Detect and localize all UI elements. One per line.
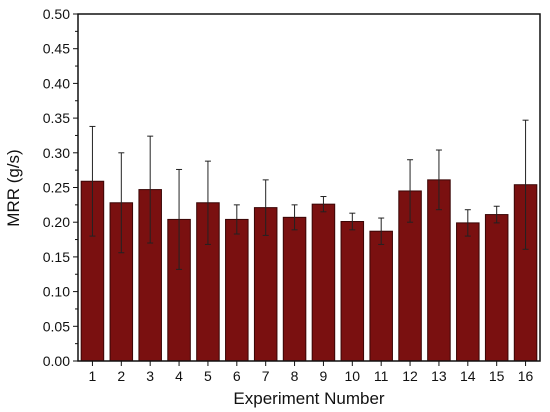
y-tick-label: 0.40	[43, 75, 70, 91]
x-tick-label: 10	[345, 368, 361, 384]
x-tick-label: 6	[233, 368, 241, 384]
x-tick-label: 16	[518, 368, 534, 384]
x-tick-label: 12	[402, 368, 418, 384]
bars	[80, 179, 538, 362]
bar	[282, 216, 307, 362]
x-tick-label: 14	[460, 368, 476, 384]
error-bars	[89, 119, 529, 270]
y-tick-label: 0.00	[43, 353, 70, 369]
x-axis: 1 2 3 4 5 6 7 8 9 10 11 12 13 14 15 16	[89, 361, 534, 384]
y-tick-label: 0.45	[43, 41, 70, 57]
x-tick-label: 11	[374, 368, 389, 384]
x-tick-label: 15	[489, 368, 505, 384]
y-tick-label: 0.15	[43, 249, 70, 265]
x-tick-label: 8	[291, 368, 299, 384]
x-tick-label: 3	[146, 368, 154, 384]
y-tick-label: 0.05	[43, 318, 70, 334]
x-tick-label: 5	[204, 368, 212, 384]
y-axis-title: MRR (g/s)	[4, 149, 23, 226]
y-tick-label: 0.20	[43, 214, 70, 230]
bar	[484, 214, 509, 362]
bar	[456, 222, 480, 362]
y-axis: 0.00 0.05 0.10 0.15 0.20 0.25 0.30 0.35 0.40 0.45…	[43, 6, 78, 369]
bar	[311, 203, 336, 362]
x-tick-label: 9	[320, 368, 328, 384]
bar	[225, 218, 249, 362]
x-tick-label: 4	[175, 368, 183, 384]
y-tick-label: 0.35	[43, 110, 70, 126]
y-tick-label: 0.10	[43, 284, 70, 300]
x-tick-label: 7	[262, 368, 270, 384]
x-tick-label: 1	[89, 368, 97, 384]
y-tick-label: 0.30	[43, 145, 70, 161]
y-tick-label: 0.50	[43, 6, 70, 22]
x-tick-label: 13	[431, 368, 447, 384]
y-tick-label: 0.25	[43, 180, 70, 196]
bar	[369, 230, 393, 362]
x-axis-title: Experiment Number	[233, 389, 385, 408]
bar	[340, 221, 365, 362]
x-tick-label: 2	[117, 368, 125, 384]
